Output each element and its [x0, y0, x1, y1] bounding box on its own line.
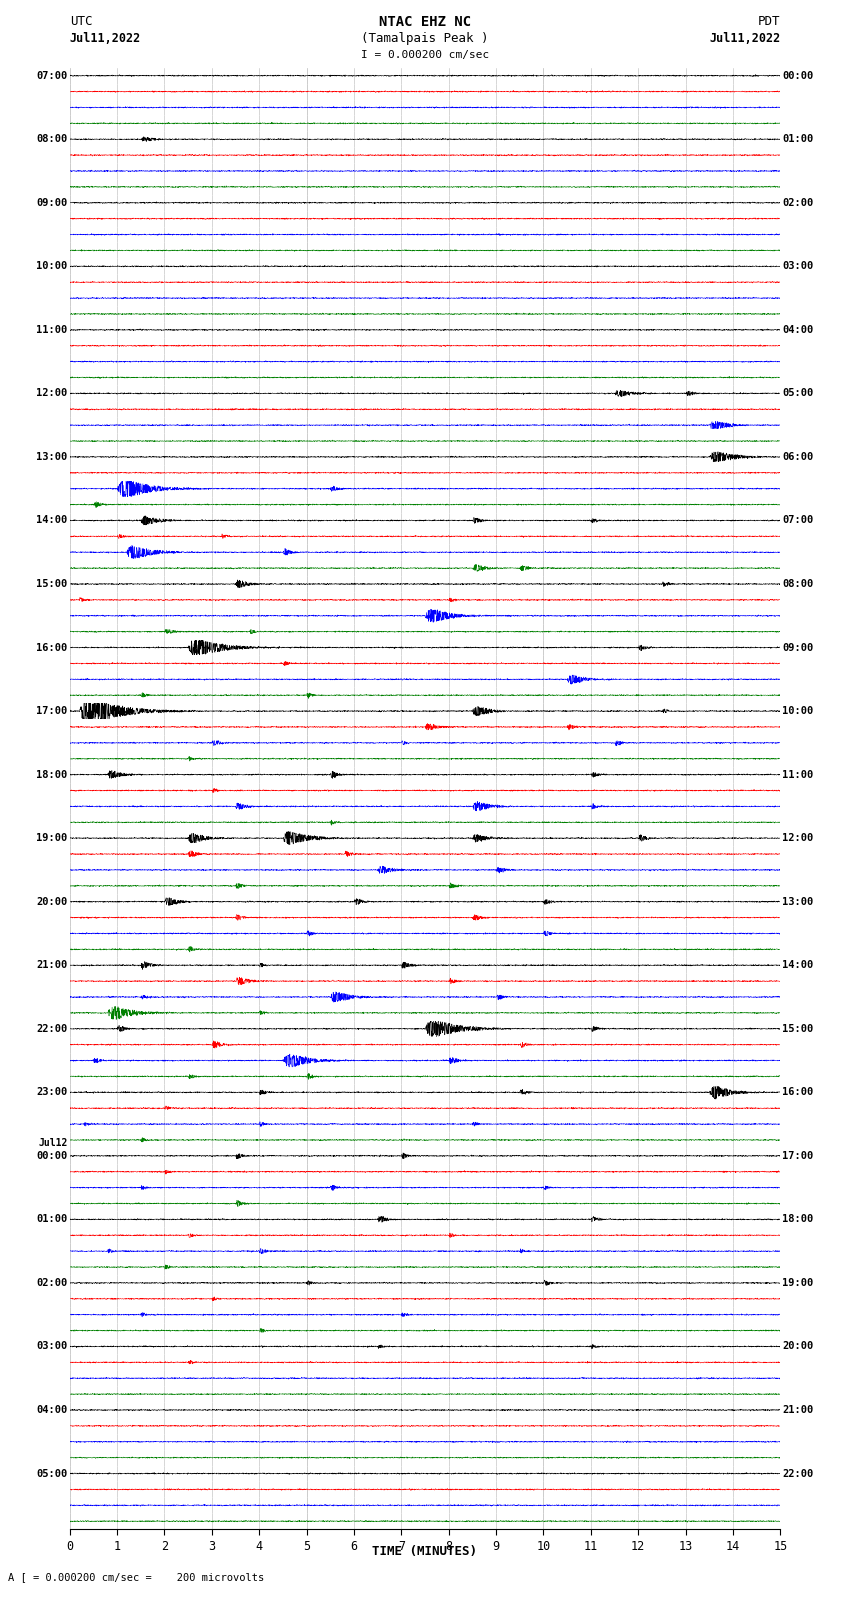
Text: 17:00: 17:00 [783, 1150, 813, 1161]
Text: 10:00: 10:00 [783, 706, 813, 716]
Text: 04:00: 04:00 [783, 324, 813, 336]
Text: 22:00: 22:00 [37, 1024, 67, 1034]
Text: 20:00: 20:00 [783, 1342, 813, 1352]
Text: Jul12: Jul12 [38, 1137, 67, 1148]
Text: 20:00: 20:00 [37, 897, 67, 907]
Text: 16:00: 16:00 [783, 1087, 813, 1097]
Text: 00:00: 00:00 [37, 1150, 67, 1161]
Text: 03:00: 03:00 [783, 261, 813, 271]
Text: 08:00: 08:00 [783, 579, 813, 589]
Text: (Tamalpais Peak ): (Tamalpais Peak ) [361, 32, 489, 45]
Text: PDT: PDT [758, 15, 780, 27]
Text: 14:00: 14:00 [37, 516, 67, 526]
Text: 22:00: 22:00 [783, 1468, 813, 1479]
Text: Jul11,2022: Jul11,2022 [70, 32, 141, 45]
Text: 02:00: 02:00 [783, 198, 813, 208]
Text: 09:00: 09:00 [37, 198, 67, 208]
Text: 04:00: 04:00 [37, 1405, 67, 1415]
Text: 09:00: 09:00 [783, 642, 813, 653]
Text: 13:00: 13:00 [783, 897, 813, 907]
Text: 16:00: 16:00 [37, 642, 67, 653]
Text: 17:00: 17:00 [37, 706, 67, 716]
Text: 23:00: 23:00 [37, 1087, 67, 1097]
Text: Jul11,2022: Jul11,2022 [709, 32, 780, 45]
Text: 01:00: 01:00 [783, 134, 813, 144]
Text: 19:00: 19:00 [37, 834, 67, 844]
Text: UTC: UTC [70, 15, 92, 27]
Text: A [ = 0.000200 cm/sec =    200 microvolts: A [ = 0.000200 cm/sec = 200 microvolts [8, 1573, 264, 1582]
Text: 12:00: 12:00 [37, 389, 67, 398]
Text: 11:00: 11:00 [783, 769, 813, 779]
Text: 00:00: 00:00 [783, 71, 813, 81]
Text: TIME (MINUTES): TIME (MINUTES) [372, 1545, 478, 1558]
Text: 05:00: 05:00 [783, 389, 813, 398]
Text: 10:00: 10:00 [37, 261, 67, 271]
Text: 14:00: 14:00 [783, 960, 813, 971]
Text: 11:00: 11:00 [37, 324, 67, 336]
Text: 01:00: 01:00 [37, 1215, 67, 1224]
Text: 18:00: 18:00 [783, 1215, 813, 1224]
Text: 15:00: 15:00 [37, 579, 67, 589]
Text: 08:00: 08:00 [37, 134, 67, 144]
Text: 19:00: 19:00 [783, 1277, 813, 1287]
Text: 02:00: 02:00 [37, 1277, 67, 1287]
Text: I = 0.000200 cm/sec: I = 0.000200 cm/sec [361, 50, 489, 60]
Text: 03:00: 03:00 [37, 1342, 67, 1352]
Text: 18:00: 18:00 [37, 769, 67, 779]
Text: NTAC EHZ NC: NTAC EHZ NC [379, 15, 471, 29]
Text: 06:00: 06:00 [783, 452, 813, 461]
Text: 07:00: 07:00 [783, 516, 813, 526]
Text: 12:00: 12:00 [783, 834, 813, 844]
Text: 07:00: 07:00 [37, 71, 67, 81]
Text: 21:00: 21:00 [37, 960, 67, 971]
Text: 21:00: 21:00 [783, 1405, 813, 1415]
Text: 05:00: 05:00 [37, 1468, 67, 1479]
Text: 15:00: 15:00 [783, 1024, 813, 1034]
Text: 13:00: 13:00 [37, 452, 67, 461]
